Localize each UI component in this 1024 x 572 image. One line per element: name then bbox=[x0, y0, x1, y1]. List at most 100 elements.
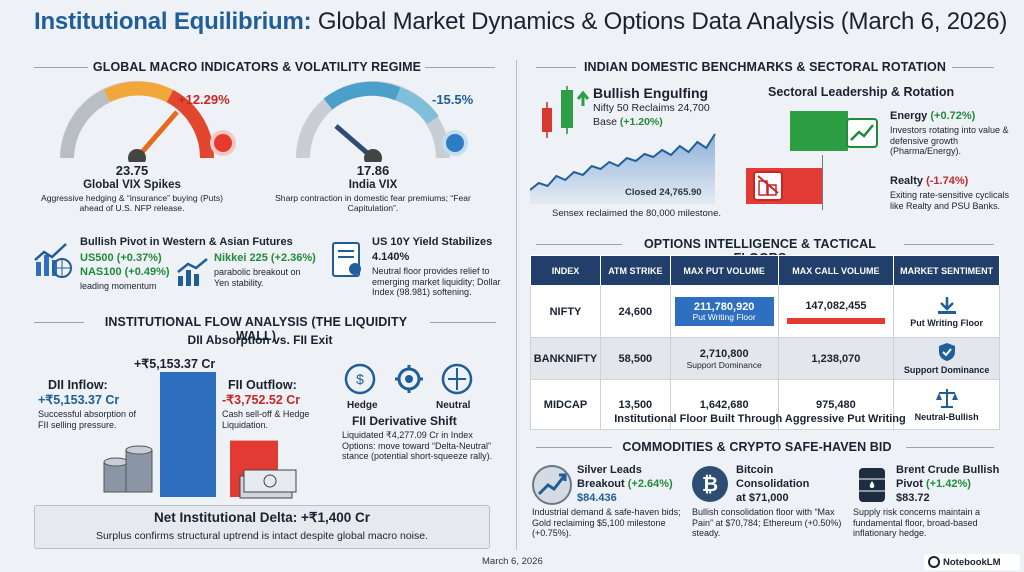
title-bold: Institutional Equilibrium: bbox=[34, 8, 312, 35]
fii-label: FII Outflow: bbox=[228, 378, 297, 392]
row-put: 1,642,680 bbox=[669, 379, 779, 430]
call-bar bbox=[786, 317, 886, 324]
india-vix-value: 17.86 bbox=[356, 163, 390, 178]
footer-date: March 6, 2026 bbox=[482, 556, 543, 567]
col-call: MAX CALL VOLUME bbox=[777, 255, 895, 286]
divider bbox=[430, 322, 496, 323]
engulf-pct: (+1.20%) bbox=[619, 115, 663, 128]
section-title-india: INDIAN DOMESTIC BENCHMARKS & SECTORAL RO… bbox=[583, 60, 946, 74]
title-rest: Global Market Dynamics & Options Data An… bbox=[317, 8, 1008, 35]
svg-text:$: $ bbox=[356, 371, 364, 387]
energy-label: Energy (+0.72%) bbox=[890, 110, 975, 122]
col-put: MAX PUT VOLUME bbox=[669, 255, 779, 286]
candlestick-icon bbox=[542, 86, 590, 138]
btc-desc: Bullish consolidation floor with “Max Pa… bbox=[692, 507, 842, 539]
vertical-divider bbox=[516, 60, 517, 550]
engulf-title: Bullish Engulfing bbox=[593, 85, 709, 101]
options-table: INDEX ATM STRIKE MAX PUT VOLUME MAX CALL… bbox=[530, 255, 1000, 430]
engulf-desc: Nifty 50 Reclaims 24,700 Base (+1.20%) bbox=[593, 102, 723, 129]
silver-t1: Silver Leads bbox=[577, 464, 642, 476]
india-vix-change: -15.5% bbox=[432, 92, 474, 107]
balance-scale-icon bbox=[935, 389, 958, 408]
nas100-value: NAS100 (+0.49%) bbox=[80, 266, 170, 278]
global-vix-label: Global VIX Spikes bbox=[83, 179, 181, 191]
shift-gear-icon bbox=[395, 365, 423, 393]
svg-text:₿: ₿ bbox=[702, 474, 718, 496]
divider bbox=[425, 67, 495, 68]
nikkei-value: Nikkei 225 (+2.36%) bbox=[214, 252, 316, 264]
nifty-area-chart bbox=[530, 133, 716, 204]
put-note: Put Writing Floor bbox=[692, 312, 756, 323]
divider bbox=[952, 67, 994, 68]
net-delta-box: Net Institutional Delta: +₹1,400 Cr Surp… bbox=[34, 505, 490, 549]
brent-pct: (+1.42%) bbox=[925, 477, 971, 490]
energy-up-icon bbox=[846, 118, 878, 148]
brand-badge: NotebookLM bbox=[924, 554, 1020, 570]
coins-icon bbox=[103, 445, 153, 493]
fii-value: -₹3,752.52 Cr bbox=[222, 393, 301, 407]
energy-bar bbox=[790, 111, 848, 151]
divider bbox=[904, 244, 994, 245]
brent-t1: Brent Crude Bullish bbox=[896, 464, 1000, 476]
realty-pct: (-1.74%) bbox=[926, 175, 969, 187]
sentiment-text: Neutral-Bullish bbox=[914, 412, 979, 422]
divider bbox=[536, 67, 576, 68]
cash-icon bbox=[239, 469, 297, 499]
divider bbox=[536, 447, 612, 448]
brand-logo-icon bbox=[928, 556, 940, 568]
silver-t2: Breakout bbox=[577, 477, 625, 490]
global-vix-desc: Aggressive hedging & “insurance” buying … bbox=[41, 193, 223, 214]
section-title-macro: GLOBAL MACRO INDICATORS & VOLATILITY REG… bbox=[92, 60, 422, 74]
deriv-desc: Liquidated ₹4,277.09 Cr in Index Options… bbox=[342, 430, 493, 462]
hedge-label: Hedge bbox=[347, 400, 378, 411]
futures-lead: leading momentum bbox=[80, 281, 157, 291]
silver-price: $84.436 bbox=[577, 491, 617, 504]
yield-desc: Neutral floor provides relief to emergin… bbox=[372, 266, 501, 298]
oil-barrel-icon bbox=[859, 468, 885, 502]
engulf-desc-text: Nifty 50 Reclaims 24,700 Base bbox=[593, 102, 710, 128]
section-title-commodities: COMMODITIES & CRYPTO SAFE-HAVEN BID bbox=[622, 440, 892, 454]
row-sentiment: Neutral-Bullish bbox=[893, 379, 1000, 430]
deriv-title: FII Derivative Shift bbox=[352, 414, 457, 428]
yield-value: 4.140% bbox=[372, 251, 410, 263]
col-atm: ATM STRIKE bbox=[599, 255, 671, 286]
nikkei-text: Nikkei 225 (+2.36%) bbox=[214, 252, 316, 264]
india-vix-label: India VIX bbox=[348, 179, 398, 191]
sentiment-text: Support Dominance bbox=[903, 365, 990, 375]
yield-title: US 10Y Yield Stabilizes bbox=[372, 236, 493, 248]
bitcoin-icon: ₿ bbox=[692, 466, 728, 502]
alert-dot-icon bbox=[210, 130, 236, 156]
table-row: MIDCAP 13,500 1,642,680 975,480 Neutral-… bbox=[530, 379, 1000, 430]
info-dot-icon bbox=[442, 130, 468, 156]
futures-title: Bullish Pivot in Western & Asian Futures bbox=[80, 236, 293, 248]
silver-desc: Industrial demand & safe-haven bids; Gol… bbox=[532, 507, 681, 539]
uptrend-icon bbox=[177, 258, 208, 286]
realty-desc: Exiting rate-sensitive cyclicals like Re… bbox=[890, 190, 1010, 211]
row-call: 147,082,455 bbox=[777, 285, 895, 338]
btc-title: Bitcoin Consolidation at $71,000 bbox=[736, 464, 809, 505]
nikkei-desc: parabolic breakout on Yen stability. bbox=[214, 267, 301, 288]
row-index: MIDCAP bbox=[530, 379, 601, 430]
divider bbox=[34, 67, 88, 68]
flow-subtitle: DII Absorption vs. FII Exit bbox=[187, 333, 333, 347]
put-value: 211,780,920 bbox=[693, 300, 755, 313]
neutral-icon bbox=[441, 363, 473, 395]
us500-value: US500 (+0.37%) bbox=[80, 252, 162, 264]
btc-t2: Consolidation bbox=[736, 477, 810, 490]
table-row: NIFTY 24,600 211,780,920 Put Writing Flo… bbox=[530, 285, 1000, 338]
realty-down-icon bbox=[753, 171, 783, 201]
row-strike: 24,600 bbox=[599, 285, 671, 338]
hedge-icon: $ bbox=[344, 363, 376, 395]
nifty-closed: Closed 24,765.90 bbox=[625, 187, 702, 198]
row-strike: 13,500 bbox=[599, 379, 671, 430]
put-note: Support Dominance bbox=[686, 359, 762, 370]
table-row: BANKNIFTY 58,500 2,710,800 Support Domin… bbox=[530, 337, 1000, 380]
realty-label: Realty (-1.74%) bbox=[890, 175, 968, 187]
sector-axis bbox=[822, 155, 823, 210]
col-sentiment: MARKET SENTIMENT bbox=[893, 255, 1000, 286]
btc-t3: at $71,000 bbox=[736, 491, 789, 504]
col-index: INDEX bbox=[530, 255, 601, 286]
energy-pct: (+0.72%) bbox=[930, 110, 976, 122]
global-vix-gauge bbox=[60, 81, 215, 162]
options-footer: Institutional Floor Built Through Aggres… bbox=[614, 413, 906, 425]
